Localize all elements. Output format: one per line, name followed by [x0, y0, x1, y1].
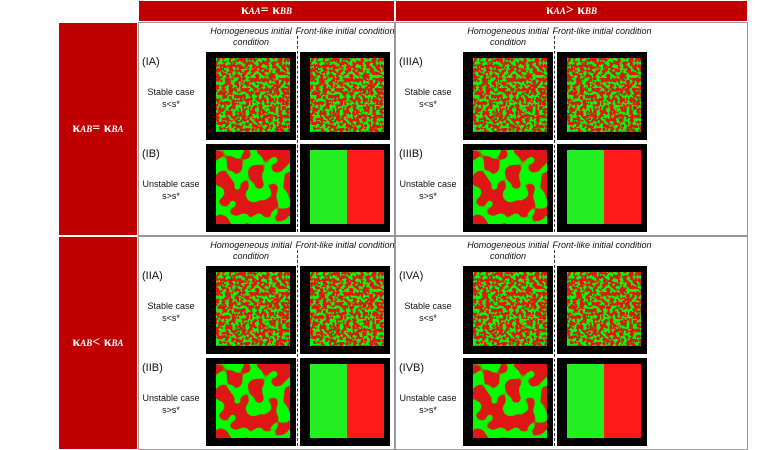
symbol: κ [545, 3, 554, 18]
column-subheader: Front-like initial condition [552, 240, 652, 250]
symbol: = κ [260, 3, 281, 18]
homogeneous-result [463, 358, 553, 446]
case-label: Stable case [147, 301, 195, 311]
case-condition: s<s* [162, 313, 180, 323]
green-region [310, 364, 347, 438]
case-id: (IIA) [142, 270, 163, 282]
case-id: (IA) [142, 56, 160, 68]
column-subheader: Homogeneous initial condition [467, 240, 549, 261]
green-region [310, 150, 347, 224]
green-pattern [216, 58, 290, 132]
green-pattern [473, 272, 547, 346]
case-id: (IB) [142, 148, 160, 160]
front-like-result [300, 52, 390, 140]
green-pattern [310, 272, 384, 346]
case-id: (IVA) [399, 270, 424, 282]
green-pattern [216, 364, 290, 438]
superscript: BB [585, 6, 598, 16]
column-header: κ AA = κ BB [138, 0, 395, 22]
front-like-result [300, 358, 390, 446]
column-subheader: Front-like initial condition [552, 26, 652, 36]
superscript: BA [111, 338, 124, 348]
homogeneous-result [206, 266, 296, 354]
case-condition: s>s* [162, 191, 180, 201]
green-pattern [473, 58, 547, 132]
green-region [567, 150, 604, 224]
red-region [604, 364, 641, 438]
column-subheader: Front-like initial condition [295, 26, 395, 36]
case-label: Stable case [147, 87, 195, 97]
green-pattern [567, 58, 641, 132]
green-pattern [567, 272, 641, 346]
superscript: BA [111, 124, 124, 134]
case-label: Unstable case [142, 393, 200, 403]
case-condition: s>s* [419, 405, 437, 415]
homogeneous-result [206, 52, 296, 140]
case-label: Unstable case [399, 393, 457, 403]
homogeneous-result [206, 144, 296, 232]
superscript: AB [80, 338, 93, 348]
red-region [347, 150, 384, 224]
front-like-result [300, 266, 390, 354]
row-header: κ AB = κ BA [58, 22, 138, 236]
green-region [567, 364, 604, 438]
column-subheader: Front-like initial condition [295, 240, 395, 250]
case-label: Stable case [404, 301, 452, 311]
case-id: (IIIA) [399, 56, 423, 68]
homogeneous-result [463, 52, 553, 140]
symbol: κ [72, 335, 81, 350]
green-pattern [216, 272, 290, 346]
front-like-result [557, 358, 647, 446]
divider [554, 36, 555, 232]
case-condition: s>s* [162, 405, 180, 415]
case-label: Unstable case [399, 179, 457, 189]
superscript: AB [80, 124, 93, 134]
green-pattern [310, 58, 384, 132]
divider [297, 250, 298, 446]
homogeneous-result [206, 358, 296, 446]
red-region [604, 150, 641, 224]
case-id: (IIIB) [399, 148, 423, 160]
symbol: κ [72, 121, 81, 136]
homogeneous-result [463, 144, 553, 232]
red-region [347, 364, 384, 438]
green-pattern [216, 150, 290, 224]
row-header: κ AB < κ BA [58, 236, 138, 450]
green-pattern [473, 364, 547, 438]
column-header: κ AA > κ BB [395, 0, 748, 22]
homogeneous-result [463, 266, 553, 354]
front-like-result [557, 266, 647, 354]
divider [297, 36, 298, 232]
superscript: AA [553, 6, 566, 16]
case-id: (IIB) [142, 362, 163, 374]
front-like-result [557, 52, 647, 140]
superscript: BB [280, 6, 293, 16]
case-condition: s<s* [162, 99, 180, 109]
symbol: κ [240, 3, 249, 18]
front-like-result [300, 144, 390, 232]
superscript: AA [248, 6, 261, 16]
front-like-result [557, 144, 647, 232]
green-pattern [473, 150, 547, 224]
column-subheader: Homogeneous initial condition [467, 26, 549, 47]
symbol: < κ [92, 335, 112, 350]
symbol: = κ [92, 121, 112, 136]
column-subheader: Homogeneous initial condition [210, 240, 292, 261]
case-id: (IVB) [399, 362, 425, 374]
case-condition: s<s* [419, 99, 437, 109]
case-label: Stable case [404, 87, 452, 97]
case-condition: s>s* [419, 191, 437, 201]
divider [554, 250, 555, 446]
case-condition: s<s* [419, 313, 437, 323]
case-label: Unstable case [142, 179, 200, 189]
column-subheader: Homogeneous initial condition [210, 26, 292, 47]
symbol: > κ [565, 3, 586, 18]
